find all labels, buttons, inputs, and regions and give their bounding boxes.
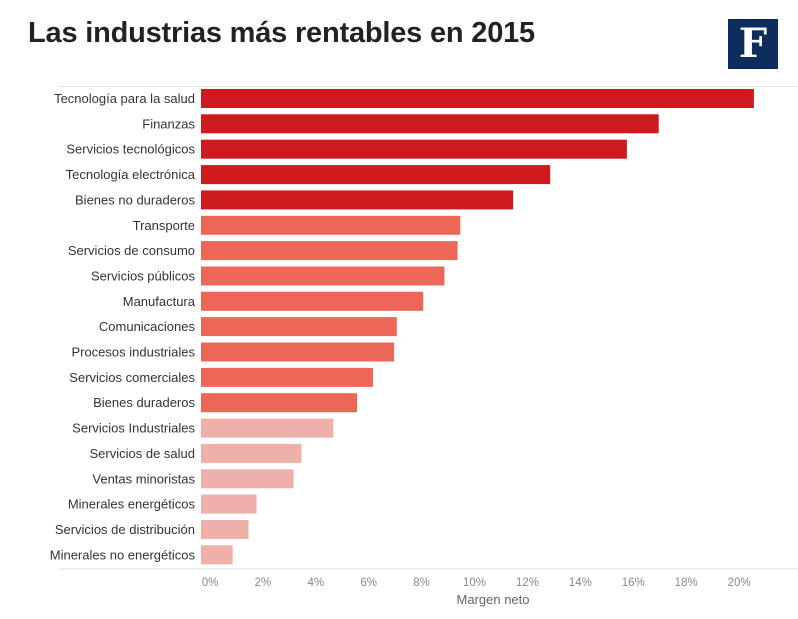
bar: [201, 89, 754, 108]
x-tick-labels: 0% 2% 4% 6% 8% 10% 12% 14% 16% 18% 20%: [202, 577, 751, 589]
bar: [201, 165, 551, 185]
bar: [201, 241, 458, 261]
bar: [201, 215, 461, 235]
category-label: Procesos industriales: [71, 345, 195, 360]
category-label: Tecnología electrónica: [66, 167, 196, 182]
category-label: Manufactura: [123, 294, 196, 309]
bar: [201, 114, 659, 134]
category-label: Minerales no energéticos: [50, 547, 196, 562]
x-tick-label: 10%: [463, 577, 486, 589]
x-tick-label: 2%: [255, 577, 272, 589]
category-label: Minerales energéticos: [68, 497, 196, 512]
bar: [201, 317, 397, 337]
category-label: Servicios Industriales: [72, 421, 195, 436]
bar: [201, 418, 334, 438]
x-tick-label: 8%: [413, 577, 430, 589]
bar: [201, 342, 395, 362]
category-label: Servicios de distribución: [55, 522, 195, 537]
category-label: Servicios comerciales: [69, 370, 195, 385]
x-axis-title: Margen neto: [457, 592, 530, 607]
category-label: Tecnología para la salud: [54, 91, 195, 106]
bar: [201, 367, 373, 387]
bar: [201, 393, 358, 413]
category-label: Servicios de salud: [90, 446, 196, 461]
category-label: Servicios de consumo: [68, 243, 195, 258]
category-label: Transporte: [133, 218, 195, 233]
category-labels: Tecnología para la salud Finanzas Servicio…: [50, 91, 196, 562]
category-label: Servicios públicos: [91, 269, 196, 284]
forbes-logo-letter: F: [738, 20, 768, 67]
bar: [201, 545, 233, 565]
category-label: Servicios tecnológicos: [66, 142, 195, 157]
bar: [201, 139, 627, 159]
category-label: Bienes no duraderos: [75, 192, 195, 207]
x-tick-label: 18%: [675, 577, 698, 589]
category-label: Ventas minoristas: [92, 471, 195, 486]
x-tick-label: 14%: [569, 577, 592, 589]
x-tick-label: 12%: [516, 577, 539, 589]
chart-title: Las industrias más rentables en 2015: [28, 17, 535, 49]
bar: [201, 266, 445, 286]
bars-group: [201, 89, 754, 565]
category-label: Comunicaciones: [99, 319, 196, 334]
category-label: Bienes duraderos: [93, 395, 195, 410]
forbes-logo: F: [728, 19, 778, 69]
bar: [201, 494, 257, 514]
category-label: Finanzas: [142, 116, 195, 131]
x-tick-label: 16%: [622, 577, 645, 589]
x-tick-label: 4%: [307, 577, 324, 589]
divider: [58, 86, 798, 87]
bar: [201, 190, 514, 210]
x-tick-label: 6%: [360, 577, 377, 589]
bar: [201, 469, 294, 489]
bar: [201, 291, 424, 311]
bar: [201, 443, 302, 463]
x-tick-label: 0%: [202, 577, 219, 589]
x-tick-label: 20%: [728, 577, 751, 589]
bar: [201, 520, 249, 539]
